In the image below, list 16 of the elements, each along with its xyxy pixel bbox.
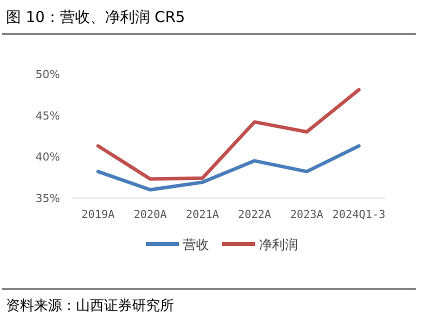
y-tick-label: 35%	[36, 192, 60, 205]
y-tick-label: 50%	[36, 68, 60, 81]
line-series	[96, 88, 361, 181]
text: 资料来源：山西证券研究所	[6, 298, 174, 314]
x-tick-label: 2024Q1-3	[332, 208, 386, 221]
x-tick-label: 2021A	[186, 208, 220, 221]
x-tick-label: 2020A	[134, 208, 168, 221]
x-tick-label: 2019A	[82, 208, 116, 221]
legend-label: 营收	[183, 238, 209, 253]
x-tick-label: 2022A	[238, 208, 272, 221]
y-tick-label: 45%	[36, 109, 60, 122]
title: 图 10：营收、净利润 CR5	[6, 8, 186, 26]
line-series	[96, 144, 361, 192]
legend-label: 净利润	[259, 238, 298, 253]
x-tick-label: 2023A	[290, 208, 324, 221]
y-tick-label: 40%	[36, 150, 60, 164]
